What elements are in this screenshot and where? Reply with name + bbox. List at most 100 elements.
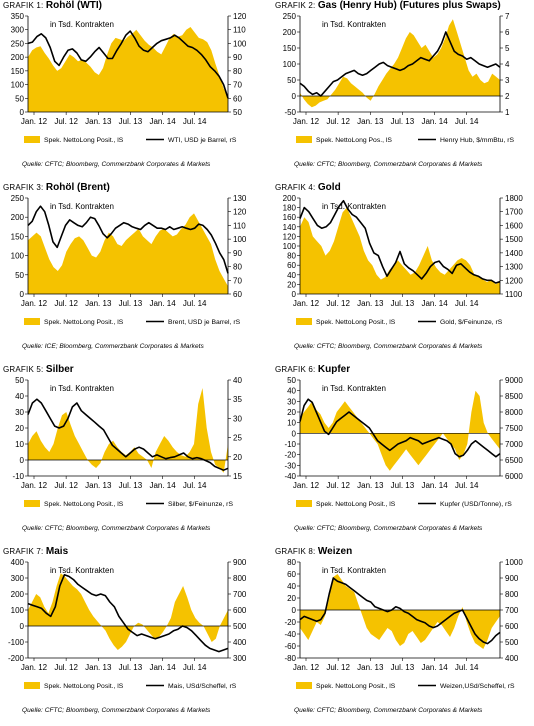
left-tick-label: 30: [287, 397, 296, 406]
left-tick-label: 10: [287, 419, 296, 428]
x-tick-label: Jan. 12: [293, 663, 320, 672]
left-tick-label: 250: [283, 12, 297, 21]
x-tick-label: Jan. 14: [149, 663, 176, 672]
source-note: Quelle: ICE; Bloomberg, Commerzbank Corp…: [22, 343, 204, 350]
unit-label: in Tsd. Kontrakten: [322, 566, 386, 575]
right-tick-label: 1200: [505, 276, 523, 285]
x-tick-label: Jan. 12: [21, 481, 48, 490]
left-tick-label: 50: [15, 271, 24, 280]
x-tick-label: Jan. 13: [85, 663, 112, 672]
right-tick-label: 120: [233, 12, 247, 21]
left-tick-label: -60: [284, 642, 296, 651]
left-tick-label: 20: [287, 408, 296, 417]
x-tick-label: Jan. 14: [421, 663, 448, 672]
x-tick-label: Jul. 13: [391, 117, 415, 126]
left-tick-label: 0: [20, 290, 25, 299]
unit-label: in Tsd. Kontrakten: [322, 384, 386, 393]
left-tick-label: 250: [11, 194, 25, 203]
left-tick-label: 50: [15, 376, 24, 385]
source-note: Quelle: CFTC; Bloomberg, Commerzbank Cor…: [294, 707, 483, 714]
right-tick-label: 700: [505, 606, 519, 615]
left-tick-label: -80: [284, 654, 296, 663]
left-tick-label: 0: [292, 606, 297, 615]
chart-svg: -10 0 10 20 30 40 50 15 20 25 30 35 40 Jan. 12 Jul. 12…: [12, 376, 242, 508]
legend-line-label: Silber, $/Feinunze, rS: [168, 501, 233, 508]
right-tick-label: 90: [233, 249, 242, 258]
left-tick-label: -20: [284, 618, 296, 627]
line-series: [299, 199, 501, 284]
panel-8: GRAFIK 8: Weizen -80 -60 -40 -20 0 20 40 60 80 40…: [272, 546, 534, 726]
left-tick-label: 20: [15, 424, 24, 433]
panel-title-text: Mais: [45, 546, 69, 557]
left-tick-label: 200: [11, 213, 25, 222]
x-tick-label: Jul. 14: [183, 481, 207, 490]
area-series: [28, 213, 228, 294]
x-tick-label: Jul. 13: [119, 299, 143, 308]
left-tick-label: 200: [283, 28, 297, 37]
left-tick-label: 160: [283, 213, 297, 222]
x-tick-label: Jul. 14: [183, 117, 207, 126]
right-tick-label: 130: [233, 194, 247, 203]
right-tick-label: 6000: [505, 472, 523, 481]
left-tick-label: 200: [11, 590, 25, 599]
legend-area-swatch: [24, 500, 40, 507]
x-tick-label: Jan. 14: [149, 117, 176, 126]
right-tick-label: 7500: [505, 424, 523, 433]
legend-area-label: Spek. NettoLong Posit., lS: [316, 683, 396, 690]
x-tick-label: Jan. 14: [421, 117, 448, 126]
x-tick-label: Jan. 12: [21, 299, 48, 308]
left-tick-label: 40: [287, 271, 296, 280]
legend-area-label: Spek. NettoLong Pos., lS: [316, 137, 392, 144]
left-tick-label: -20: [284, 451, 296, 460]
panel-4: GRAFIK 4: Gold 0 20 40 60 80 100 120 140 160 180 2…: [272, 182, 534, 362]
right-tick-label: 8500: [505, 392, 523, 401]
left-tick-label: -10: [284, 440, 296, 449]
right-tick-label: 70: [233, 81, 242, 90]
legend-line-label: Weizen,USd/Scheffel, rS: [440, 683, 515, 690]
x-tick-label: Jan. 12: [21, 663, 48, 672]
panel-prefix: GRAFIK 8:: [275, 547, 318, 556]
left-tick-label: -30: [284, 461, 296, 470]
right-tick-label: 80: [233, 263, 242, 272]
left-tick-label: 100: [283, 242, 297, 251]
line-series: [27, 30, 229, 99]
panel-title-text: Gas (Henry Hub) (Futures plus Swaps): [317, 0, 501, 11]
left-tick-label: 400: [11, 558, 25, 567]
source-note: Quelle: CFTC; Bloomberg, Commerzbank Cor…: [22, 161, 211, 168]
left-tick-label: -40: [284, 472, 296, 481]
line-series: [27, 398, 229, 471]
right-tick-label: 900: [505, 574, 519, 583]
left-tick-label: 50: [287, 376, 296, 385]
source-note: Quelle: CFTC; Bloomberg, Commerzbank Cor…: [22, 525, 211, 532]
x-tick-label: Jan. 13: [357, 663, 384, 672]
left-tick-label: 40: [287, 387, 296, 396]
left-tick-label: 0: [292, 429, 297, 438]
legend-area-label: Spek. NettoLong Posit., lS: [44, 137, 124, 144]
x-tick-label: Jul. 14: [455, 299, 479, 308]
legend-line-label: Brent, USD je Barrel, rS: [168, 319, 241, 326]
line-series: [299, 31, 501, 97]
x-tick-label: Jan. 13: [357, 117, 384, 126]
x-tick-label: Jan. 12: [21, 117, 48, 126]
x-tick-label: Jan. 14: [421, 481, 448, 490]
right-tick-label: 80: [233, 67, 242, 76]
x-tick-label: Jan. 12: [293, 481, 320, 490]
panel-1: GRAFIK 1: Rohöl (WTI) 0 50 100 150 200 250 300…: [0, 0, 262, 180]
left-tick-label: 80: [287, 252, 296, 261]
x-tick-label: Jul. 12: [326, 663, 350, 672]
area-series: [28, 573, 228, 650]
x-tick-label: Jul. 13: [391, 481, 415, 490]
right-tick-label: 400: [233, 638, 247, 647]
x-tick-label: Jul. 13: [119, 663, 143, 672]
legend-area-swatch: [24, 682, 40, 689]
chart-svg: 0 50 100 150 200 250 300 350 50 60 70 80 90 100 110 120…: [11, 12, 247, 144]
left-tick-label: 50: [287, 76, 296, 85]
legend-line-label: Mais, USd/Scheffel, rS: [168, 683, 237, 690]
legend-area-swatch: [24, 318, 40, 325]
left-tick-label: 40: [15, 392, 24, 401]
x-tick-label: Jan. 13: [85, 117, 112, 126]
left-tick-label: 350: [11, 12, 25, 21]
chart-svg: -200 -100 0 100 200 300 400 300 400 500 600 700 800 9…: [8, 558, 247, 690]
right-tick-label: 600: [233, 606, 247, 615]
